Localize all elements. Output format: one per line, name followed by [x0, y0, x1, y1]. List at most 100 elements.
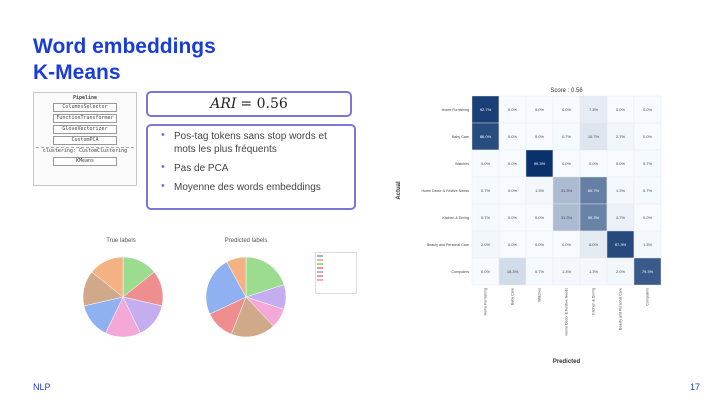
heatmap-value: 8.0% [589, 242, 599, 247]
pipeline-step: FunctionTransformer [53, 114, 117, 123]
heatmap-value: 0.0% [535, 134, 545, 139]
heatmap-value: 10.7% [588, 134, 600, 139]
bullet-item: Pos-tag tokens sans stop words et mots l… [158, 129, 348, 156]
heatmap-cell [498, 122, 527, 151]
heatmap-value: 0.0% [643, 107, 653, 112]
heatmap-cell [606, 230, 635, 259]
heatmap-value: 31.3% [561, 188, 573, 193]
ari-value: = 0.56 [240, 96, 288, 112]
heatmap-cell [579, 203, 608, 232]
pie-slice [230, 296, 274, 338]
heatmap-cell [471, 122, 500, 151]
heatmap-value: 59.3% [588, 215, 600, 220]
title-line-2: K-Means [33, 61, 121, 84]
heatmap-ylabel: Actual [396, 181, 402, 200]
heatmap-cell [633, 95, 662, 124]
heatmap-value: 0.7% [643, 161, 653, 166]
heatmap-cell [606, 122, 635, 151]
heatmap-value: 0.7% [643, 188, 653, 193]
heatmap-cell [606, 257, 635, 286]
legend-entry [317, 262, 355, 266]
heatmap-value: 0.0% [562, 242, 572, 247]
heatmap-value: 7.3% [589, 107, 599, 112]
heatmap-cell [579, 257, 608, 286]
true-labels-title: True labels [106, 238, 136, 244]
heatmap-col-label: Baby Care [511, 288, 515, 305]
heatmap-cell [633, 122, 662, 151]
heatmap-row-label: Home Decor & Festive Needs [421, 189, 469, 193]
heatmap-value: 79.3% [642, 269, 654, 274]
ari-score-box: ARI = 0.56 [146, 91, 352, 117]
heatmap-value: 2.0% [481, 242, 491, 247]
heatmap-row-label: Home Furnishing [442, 108, 469, 112]
heatmap-row-label: Beauty and Personal Care [427, 243, 469, 247]
heatmap-value: 0.0% [508, 134, 518, 139]
heatmap-value: 0.0% [535, 107, 545, 112]
heatmap-value: 1.3% [643, 242, 653, 247]
heatmap-col-label: Home Furnishing [484, 288, 488, 315]
legend-swatch [317, 255, 323, 257]
heatmap-col-label: Watches [538, 288, 542, 302]
heatmap-value: 1.3% [616, 188, 626, 193]
heatmap-value: 0.0% [616, 107, 626, 112]
heatmap-cell [498, 257, 527, 286]
heatmap-value: 15.3% [507, 269, 519, 274]
heatmap-value: 60.7% [588, 188, 600, 193]
heatmap-cell [579, 176, 608, 205]
heatmap-col-label: Computers [646, 288, 650, 306]
legend-swatch [317, 263, 323, 265]
heatmap-cell [606, 176, 635, 205]
heatmap-value: 0.0% [508, 215, 518, 220]
heatmap-row-label: Computers [451, 270, 469, 274]
heatmap-value: 1.3% [562, 269, 572, 274]
heatmap-col-label: Beauty and Personal Care [619, 288, 623, 330]
heatmap-cell [633, 257, 662, 286]
heatmap-value: 0.7% [481, 188, 491, 193]
heatmap-value: 31.3% [561, 215, 573, 220]
heatmap-cell [525, 149, 554, 178]
heatmap-xlabel: Predicted [553, 359, 581, 365]
slide-title: Word embeddings K-Means [33, 34, 216, 86]
legend-entry [317, 258, 355, 262]
heatmap-cell [552, 257, 581, 286]
footer-label: NLP [33, 382, 51, 392]
legend-swatch [317, 279, 323, 281]
heatmap-value: 0.0% [535, 215, 545, 220]
heatmap-cell [552, 122, 581, 151]
heatmap-cell [525, 176, 554, 205]
heatmap-cell [471, 149, 500, 178]
heatmap-cell [471, 230, 500, 259]
predicted-labels-title: Predicted labels [224, 238, 268, 244]
pipeline-diagram: Pipeline ColumnsSelector FunctionTransfo… [33, 92, 137, 186]
heatmap-cell [579, 95, 608, 124]
heatmap-value: 0.0% [562, 161, 572, 166]
heatmap-value: 0.0% [508, 188, 518, 193]
pie-slice [91, 256, 124, 298]
heatmap-value: 0.0% [562, 107, 572, 112]
heatmap-value: 0.0% [616, 161, 626, 166]
heatmap-value: 2.0% [616, 269, 626, 274]
pie-slice [245, 256, 285, 298]
pipeline-header: Pipeline [72, 95, 98, 101]
heatmap-row-label: Watches [455, 162, 469, 166]
pipeline-step: ColumnsSelector [53, 103, 117, 112]
confusion-matrix-heatmap: Score : 0.56 92.7% 0.0% 0.0% 0.0% 7.3% 0.0% 0.0… [396, 88, 662, 365]
heatmap-col-label: Home Decor & Festive Needs [565, 288, 569, 336]
legend-entry [317, 278, 355, 282]
heatmap-cell [498, 203, 527, 232]
legend-swatch [317, 271, 323, 273]
legend-entry [317, 266, 355, 270]
heatmap-cell [633, 203, 662, 232]
heatmap-cell [525, 203, 554, 232]
legend-swatch [317, 267, 323, 269]
heatmap-value: 0.0% [643, 134, 653, 139]
heatmap-value: 0.0% [643, 215, 653, 220]
page-number: 17 [690, 382, 701, 392]
heatmap-value: 2.7% [616, 134, 626, 139]
heatmap-col-label: Kitchen & Dining [592, 288, 596, 315]
pipeline-step: CustomPCA [53, 136, 117, 145]
heatmap-value: 4.7% [616, 215, 626, 220]
heatmap-row-label: Baby Care [452, 135, 469, 139]
heatmap-cell [525, 122, 554, 151]
heatmap-title: Score : 0.56 [550, 88, 583, 94]
